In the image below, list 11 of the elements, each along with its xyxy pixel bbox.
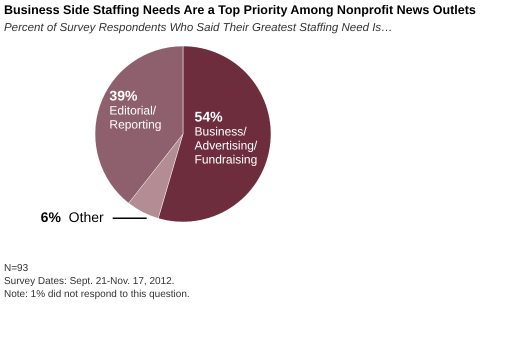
data-label: 6% xyxy=(40,209,62,226)
chart-subtitle: Percent of Survey Respondents Who Said Their Greatest Staffing Need Is… xyxy=(4,22,393,34)
chart-title: Business Side Staffing Needs Are a Top Priority Among Nonprofit News Outlets xyxy=(4,3,476,17)
slice-label: Editorial/ Reporting xyxy=(109,104,162,132)
slice-label: Other xyxy=(68,209,104,226)
text: Survey Dates: Sept. 21-Nov. 17, 2012. xyxy=(4,276,174,287)
data-label: 54% xyxy=(194,108,224,124)
text: N=93 xyxy=(4,263,29,274)
text: Note: 1% did not respond to this question. xyxy=(4,289,190,300)
slice-label: Business/ Advertising/ Fundraising xyxy=(194,124,258,166)
data-label: 39% xyxy=(109,88,138,104)
